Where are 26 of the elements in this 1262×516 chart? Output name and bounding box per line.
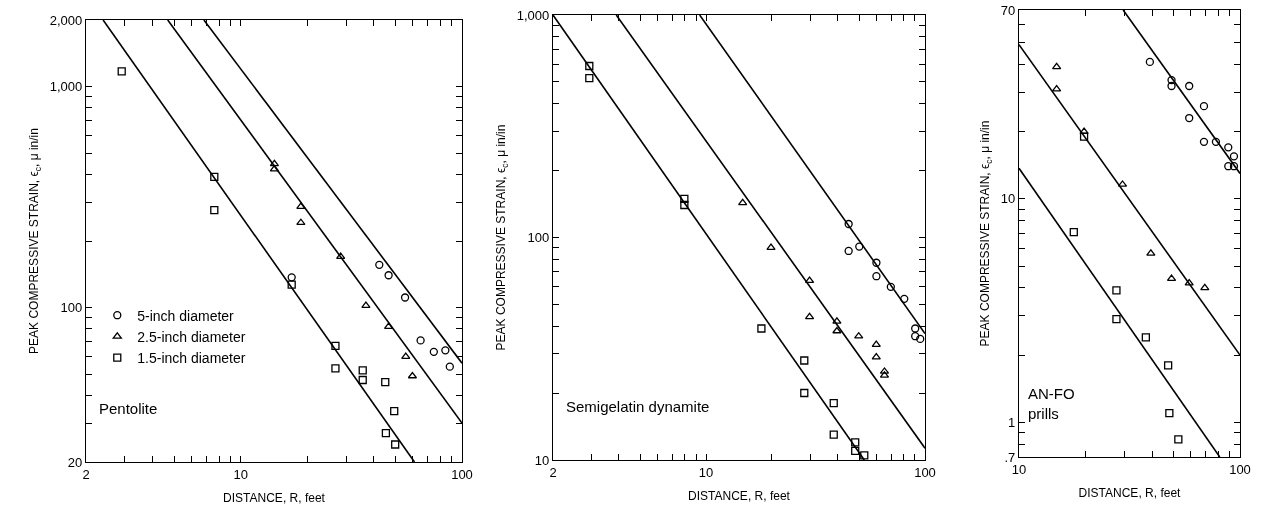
y-tick-label: 20 — [67, 454, 83, 470]
y-tick-label: 2,000 — [49, 12, 83, 28]
legend-label: 2.5-inch diameter — [137, 328, 246, 345]
y-tick-label: 1 — [1008, 414, 1016, 430]
x-tick-label: 100 — [1229, 461, 1251, 477]
y-tick-label: 100 — [527, 230, 550, 246]
annotation: AN-FO prills — [1028, 385, 1075, 422]
annotation: Semigelatin dynamite — [566, 398, 710, 415]
x-tick-label: 100 — [451, 466, 473, 482]
legend-label: 5-inch diameter — [137, 307, 235, 324]
x-axis-title: DISTANCE, R, feet — [688, 488, 791, 503]
x-tick-label: 10 — [698, 464, 714, 480]
y-tick-label: 70 — [1000, 2, 1016, 18]
y-tick-label: 10 — [1000, 191, 1016, 207]
x-axis-title: DISTANCE, R, feet — [223, 490, 326, 505]
annotation: Pentolite — [99, 400, 158, 417]
x-tick-label: 2 — [82, 466, 90, 482]
y-tick-label: .7 — [1004, 449, 1016, 465]
x-tick-label: 2 — [549, 464, 557, 480]
x-tick-label: 10 — [233, 466, 248, 482]
legend-label: 1.5-inch diameter — [137, 350, 246, 367]
y-tick-label: 1,000 — [516, 7, 550, 23]
y-tick-label: 1,000 — [49, 79, 83, 95]
y-tick-label: 100 — [60, 300, 83, 316]
x-tick-label: 100 — [914, 464, 936, 480]
x-axis-title: DISTANCE, R, feet — [1078, 485, 1182, 500]
